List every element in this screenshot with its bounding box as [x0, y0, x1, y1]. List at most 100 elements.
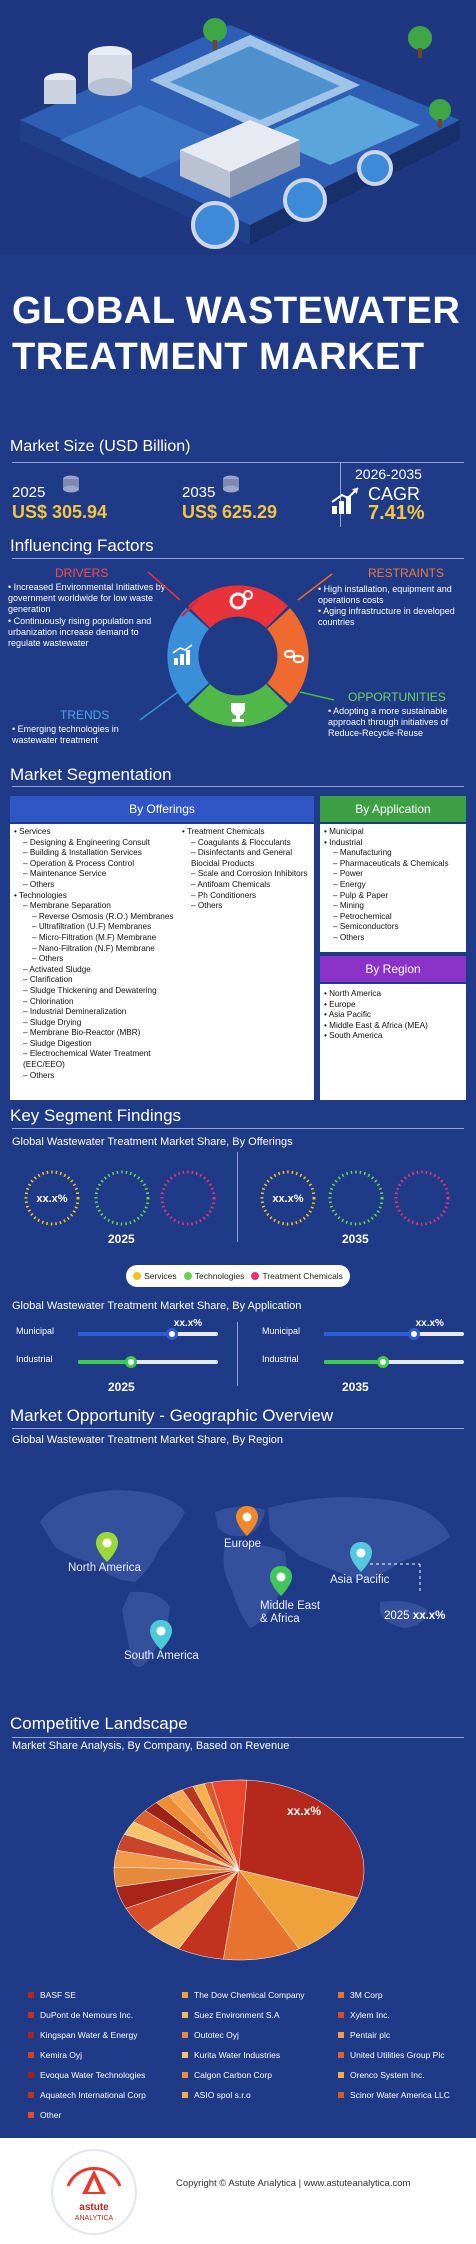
- footer: astute ANALYTICA Copyright © Astute Anal…: [0, 2138, 476, 2244]
- bar-fill: [78, 1332, 172, 1336]
- application-header: By Application: [320, 796, 466, 822]
- offerings-list-right: • Treatment Chemicals – Coagulants & Floc…: [182, 827, 312, 912]
- offerings-list-left: • Services – Designing & Engineering Cons…: [14, 827, 184, 1081]
- offerings-share-subtitle: Global Wastewater Treatment Market Share…: [12, 1136, 293, 1148]
- offerings-donuts: xx.x% xx.x%: [24, 1170, 450, 1226]
- map-pin-icon: [150, 1620, 172, 1655]
- region-header: By Region: [320, 956, 466, 982]
- region-label-europe: Europe: [224, 1538, 262, 1550]
- bar-handle: [165, 1328, 178, 1340]
- pie-slice: [211, 1779, 248, 1871]
- donut-value-label: xx.x%: [36, 1193, 67, 1205]
- divider: [12, 1428, 464, 1429]
- list-item: – Clarification: [23, 975, 73, 985]
- legend-item: Other: [28, 2110, 61, 2120]
- list-item: – Micro-Filtration (M.F) Membrane: [32, 932, 157, 942]
- bar-value-label: xx.x%: [415, 1318, 444, 1329]
- region-label-mea: Middle East & Africa: [260, 1600, 321, 1625]
- donut-treatment-chemicals: [394, 1170, 450, 1226]
- competitive-heading: Competitive Landscape: [10, 1714, 188, 1733]
- list-item: – Reverse Osmosis (R.O.) Membranes: [32, 911, 174, 921]
- list-item: – Others: [191, 901, 223, 911]
- bar-fill: [78, 1360, 132, 1364]
- opportunities-title: OPPORTUNITIES: [348, 690, 446, 704]
- bar-fill: [324, 1360, 383, 1364]
- geo-heading: Market Opportunity - Geographic Overview: [10, 1406, 334, 1425]
- region-label-asia-pacific: Asia Pacific: [330, 1574, 390, 1586]
- list-item: – Mining: [333, 901, 364, 911]
- list-item: – Others: [333, 932, 365, 942]
- brand-wordmark: astute: [79, 2202, 109, 2213]
- title-line-1: GLOBAL WASTEWATER: [12, 290, 461, 332]
- list-item: – Maintenance Service: [23, 869, 107, 879]
- list-item: – Operation & Process Control: [23, 858, 135, 868]
- legend-services: Services: [133, 1271, 177, 1281]
- list-item: – Electrochemical Water Treatment (EEC/E…: [23, 1049, 151, 1070]
- legend-item: Outotec Oyj: [182, 2030, 239, 2040]
- geo-callout: 2025 xx.x%: [384, 1610, 446, 1622]
- offerings-legend: Services Technologies Treatment Chemical…: [126, 1265, 350, 1287]
- list-item: • High installation, equipment and opera…: [318, 584, 452, 605]
- list-item: – Manufacturing: [333, 848, 392, 858]
- list-item: – Disinfectants and General Biocidal Pro…: [191, 848, 293, 868]
- list-item: – Membrane Separation: [23, 901, 111, 911]
- year-label-2025: 2025: [108, 1380, 135, 1394]
- legend-item: Suez Environment S.A: [182, 2010, 280, 2020]
- bar-handle: [376, 1356, 389, 1368]
- map-pin-icon: [236, 1506, 258, 1541]
- list-item: – Ultrafiltration (U.F) Membranes: [32, 922, 152, 932]
- market-size-heading: Market Size (USD Billion): [10, 438, 191, 455]
- title-line-2: TREATMENT MARKET: [12, 336, 425, 378]
- list-item: • Europe: [324, 999, 356, 1009]
- coins-icon: [222, 474, 240, 494]
- cagr-period: 2026-2035: [355, 466, 422, 482]
- bar-label: Industrial: [16, 1354, 53, 1364]
- list-item: • Industrial: [324, 837, 363, 847]
- list-item: – Chlorination: [23, 996, 74, 1006]
- cagr-label: CAGR: [368, 484, 421, 504]
- donut-services: [260, 1170, 316, 1226]
- list-item: – Sludge Thickening and Dewatering: [23, 985, 157, 995]
- list-item: • Middle East & Africa (MEA): [324, 1020, 428, 1030]
- page-title: GLOBAL WASTEWATER TREATMENT MARKET: [12, 288, 464, 380]
- bar-fill: [324, 1332, 414, 1336]
- value-2035: US$ 625.29: [182, 502, 278, 522]
- donut-technologies: [94, 1170, 150, 1226]
- list-item: – Building & Installation Services: [23, 848, 142, 858]
- value-2025: US$ 305.94: [12, 502, 108, 522]
- bar-label: Municipal: [262, 1326, 301, 1336]
- list-item: – Power: [333, 869, 364, 879]
- legend-item: Scinor Water America LLC: [338, 2090, 450, 2100]
- list-item: – Industrial Demineralization: [23, 1007, 127, 1017]
- competitive-subtitle: Market Share Analysis, By Company, Based…: [12, 1740, 290, 1752]
- legend-item: Xylem Inc.: [338, 2010, 390, 2020]
- list-item: – Membrane Bio-Reactor (MBR): [23, 1028, 141, 1038]
- list-item: • Emerging technologies in wastewater tr…: [12, 724, 119, 745]
- pie-slice: [238, 1779, 365, 1899]
- trends-title: TRENDS: [60, 708, 110, 722]
- list-item: – Pulp & Paper: [333, 890, 389, 900]
- divider: [237, 1322, 238, 1386]
- list-item: – Others: [23, 879, 55, 889]
- legend-item: 3M Corp: [338, 1990, 383, 2000]
- trend-chart-icon: [172, 644, 193, 665]
- legend-item: The Dow Chemical Company: [182, 1990, 305, 2000]
- divider: [12, 558, 464, 559]
- legend-item: BASF SE: [28, 1990, 76, 2000]
- list-item: – Designing & Engineering Consult: [23, 837, 150, 847]
- legend-item: ASIO spol s.r.o: [182, 2090, 251, 2100]
- coins-icon: [62, 474, 80, 494]
- copyright: Copyright © Astute Analytica | www.astut…: [176, 2178, 411, 2189]
- connector-lines: [139, 571, 335, 721]
- legend-item: Evoqua Water Technologies: [28, 2070, 145, 2080]
- list-item: – Sludge Digestion: [23, 1038, 92, 1048]
- application-share-subtitle: Global Wastewater Treatment Market Share…: [12, 1300, 302, 1312]
- influencing-heading: Influencing Factors: [10, 536, 154, 555]
- list-item: • Asia Pacific: [324, 1010, 372, 1020]
- list-item: – Others: [32, 954, 64, 964]
- list-item: – Scale and Corrosion Inhibitors: [191, 869, 308, 879]
- list-item: – Energy: [333, 879, 366, 889]
- donut-technologies: [328, 1170, 384, 1226]
- list-item: • Continuously rising population and urb…: [8, 616, 152, 648]
- bar-label: Municipal: [16, 1326, 55, 1336]
